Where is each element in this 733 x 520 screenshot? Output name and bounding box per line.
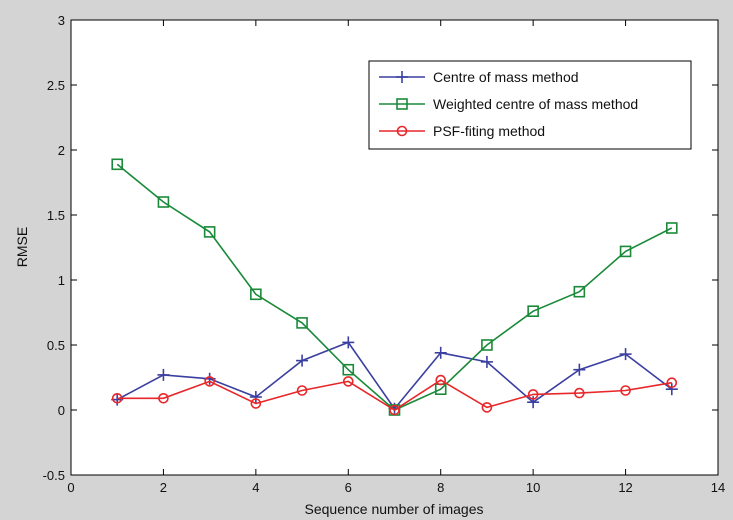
data-point [158,392,169,404]
data-point [620,385,631,396]
data-point [527,389,539,400]
x-tick-label: 10 [526,480,540,495]
series-3 [111,374,678,416]
y-tick-label: 0.5 [47,338,65,353]
data-point [666,377,678,389]
legend-marker [396,71,408,83]
legend-item: PSF-fiting method [379,123,545,139]
data-point [250,398,262,409]
data-point [111,158,124,171]
legend-label: PSF-fiting method [433,123,545,139]
data-point [573,285,586,298]
x-tick-label: 12 [618,480,632,495]
y-tick-label: 0 [58,403,65,418]
series-1 [111,336,678,415]
data-point [296,385,308,396]
series-layer [111,158,678,416]
y-tick-label: -0.5 [43,468,65,483]
data-point [203,226,216,238]
y-tick-label: 2 [58,143,65,158]
data-point [342,336,355,349]
x-tick-label: 6 [345,480,352,495]
data-point [619,348,632,361]
data-point [342,376,354,387]
data-point [111,392,123,404]
legend: Centre of mass method Weighted centre of … [368,60,692,150]
data-point [619,245,632,258]
data-point [574,387,585,399]
y-tick-label: 2.5 [47,78,65,93]
data-point [435,374,447,386]
y-tick-label: 1 [58,273,65,288]
legend-marker [396,125,408,137]
x-tick-label: 8 [437,480,444,495]
data-point [481,402,493,413]
x-axis-label: Sequence number of images [305,501,484,517]
data-point [573,363,586,376]
y-tick-label: 1.5 [47,208,65,223]
data-point [481,339,493,351]
data-point [249,391,262,403]
x-tick-label: 14 [711,480,725,495]
legend-label: Centre of mass method [433,69,579,85]
data-point [250,288,262,301]
data-point [389,404,400,416]
data-point [665,383,678,396]
y-tick-label: 3 [58,13,65,28]
data-point [434,346,447,359]
x-tick-label: 2 [160,480,167,495]
legend-label: Weighted centre of mass method [433,96,638,112]
legend-item: Centre of mass method [379,69,579,85]
data-point [665,222,678,234]
x-tick-label: 0 [67,480,74,495]
legend-box [368,60,692,150]
axis-ticks: 0 2 4 6 8 10 12 14-0.500.511.522.53 [43,13,726,495]
data-point [480,355,493,368]
y-axis-label: RMSE [14,227,30,267]
data-point [296,354,309,367]
data-point [157,368,170,381]
legend-marker [396,98,408,110]
data-point [296,317,308,329]
x-tick-label: 4 [252,480,259,495]
legend-item: Weighted centre of mass method [379,96,638,112]
data-point [527,305,539,318]
data-point [204,376,215,387]
data-point [157,196,170,208]
series-line [117,379,672,411]
data-point [342,363,355,376]
